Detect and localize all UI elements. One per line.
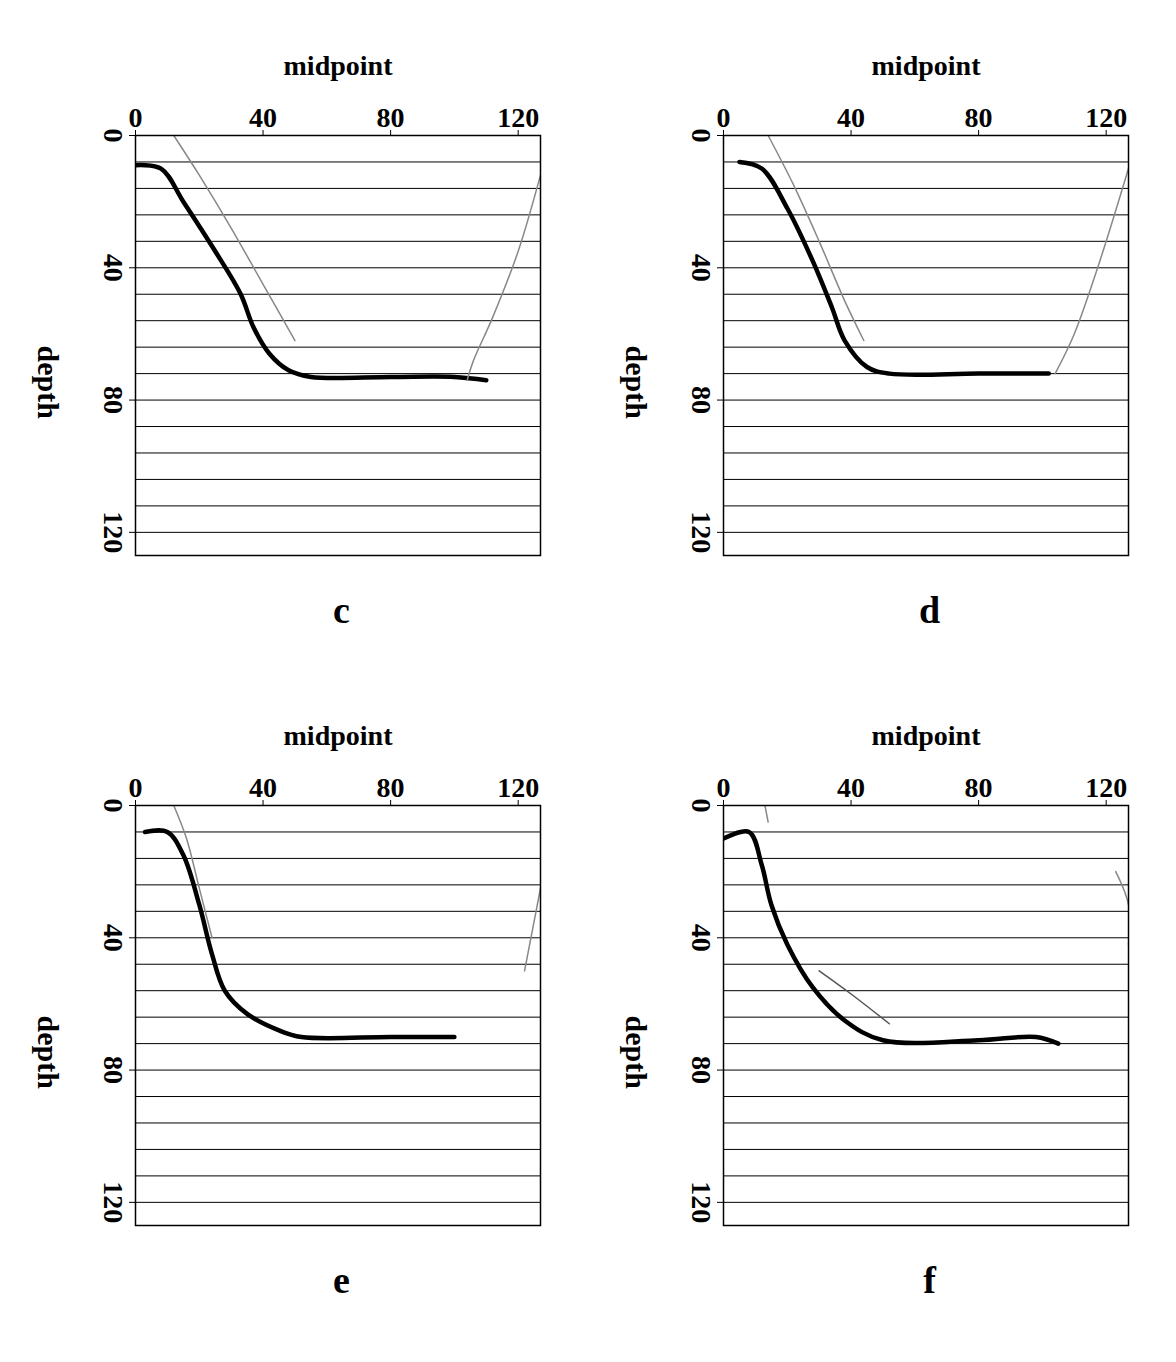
- svg-text:40: 40: [98, 924, 129, 952]
- svg-text:0: 0: [98, 799, 129, 813]
- svg-text:0: 0: [717, 102, 731, 133]
- svg-text:120: 120: [1085, 772, 1127, 803]
- svg-text:0: 0: [98, 129, 129, 143]
- svg-text:midpoint: midpoint: [284, 720, 394, 751]
- svg-text:80: 80: [98, 1056, 129, 1084]
- svg-text:depth: depth: [620, 1016, 653, 1090]
- svg-text:40: 40: [249, 772, 277, 803]
- svg-text:0: 0: [686, 129, 717, 143]
- html-text:f: f: [923, 1259, 936, 1301]
- svg-text:midpoint: midpoint: [872, 50, 982, 81]
- svg-text:80: 80: [965, 772, 993, 803]
- svg-text:80: 80: [377, 772, 405, 803]
- svg-text:120: 120: [1085, 102, 1127, 133]
- svg-text:0: 0: [686, 799, 717, 813]
- svg-text:40: 40: [837, 772, 865, 803]
- svg-text:80: 80: [965, 102, 993, 133]
- svg-text:120: 120: [497, 772, 539, 803]
- svg-text:120: 120: [98, 511, 129, 553]
- svg-text:40: 40: [686, 254, 717, 282]
- html-text:c: c: [333, 589, 350, 631]
- svg-text:0: 0: [129, 772, 143, 803]
- html-text:d: d: [918, 589, 941, 631]
- svg-text:40: 40: [837, 102, 865, 133]
- svg-text:0: 0: [129, 102, 143, 133]
- svg-text:80: 80: [98, 386, 129, 414]
- svg-text:0: 0: [717, 772, 731, 803]
- svg-text:40: 40: [686, 924, 717, 952]
- svg-text:80: 80: [377, 102, 405, 133]
- svg-text:80: 80: [686, 386, 717, 414]
- svg-text:120: 120: [497, 102, 539, 133]
- svg-text:midpoint: midpoint: [872, 720, 982, 751]
- html-text:e: e: [333, 1259, 350, 1301]
- svg-text:120: 120: [686, 511, 717, 553]
- svg-text:depth: depth: [32, 346, 65, 420]
- svg-text:120: 120: [686, 1181, 717, 1223]
- svg-text:midpoint: midpoint: [284, 50, 394, 81]
- svg-text:depth: depth: [32, 1016, 65, 1090]
- svg-text:80: 80: [686, 1056, 717, 1084]
- svg-text:40: 40: [249, 102, 277, 133]
- svg-text:depth: depth: [620, 346, 653, 420]
- svg-text:40: 40: [98, 254, 129, 282]
- svg-text:120: 120: [98, 1181, 129, 1223]
